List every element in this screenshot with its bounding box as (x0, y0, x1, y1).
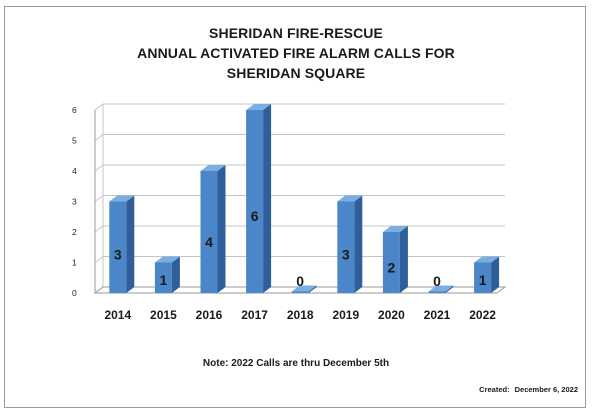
data-label: 3 (342, 247, 350, 263)
bar (337, 195, 363, 293)
gridline-depth (94, 225, 104, 233)
gridline-depth (94, 134, 104, 141)
x-tick-label: 2019 (332, 308, 359, 322)
x-tick-label: 2022 (469, 308, 496, 322)
chart-floor (93, 286, 507, 294)
bar (428, 285, 454, 293)
data-label: 0 (433, 273, 441, 289)
data-label: 1 (160, 272, 168, 288)
y-tick-label: 6 (72, 105, 77, 115)
gridline-depth (94, 103, 104, 111)
x-tick-label: 2016 (196, 308, 223, 322)
x-tick-label: 2018 (287, 308, 314, 322)
chart-title-line-3: SHERIDAN SQUARE (226, 65, 366, 81)
chart-title-line-1: SHERIDAN FIRE-RESCUE (209, 25, 383, 41)
bar (474, 256, 500, 293)
x-tick-label: 2017 (241, 308, 268, 322)
gridline-depth (94, 164, 104, 172)
data-label: 3 (114, 247, 122, 263)
created-stamp: Created: December 6, 2022 (479, 385, 578, 394)
data-label: 6 (251, 208, 259, 224)
data-label: 0 (296, 273, 304, 289)
gridline-depth (94, 195, 104, 202)
chart-title-line-2: ANNUAL ACTIVATED FIRE ALARM CALLS FOR (137, 45, 455, 61)
y-tick-label: 0 (72, 288, 77, 298)
y-tick-label: 1 (72, 258, 77, 268)
footnote: Note: 2022 Calls are thru December 5th (202, 358, 390, 369)
data-label: 4 (205, 234, 213, 250)
x-tick-label: 2021 (424, 308, 451, 322)
data-label: 1 (479, 272, 487, 288)
bars-layer (109, 104, 500, 293)
created-label: Created: (479, 385, 510, 394)
bar (246, 104, 272, 293)
y-tick-label: 4 (72, 166, 77, 176)
gridline-depth (94, 256, 104, 263)
y-tick-label: 2 (72, 227, 77, 237)
x-tick-label: 2020 (378, 308, 405, 322)
bar (200, 165, 226, 293)
labels-layer: 3 1 4 6 0 3 2 0 1 (114, 208, 487, 289)
y-tick-label: 3 (72, 197, 77, 207)
bar (382, 226, 408, 293)
created-date: December 6, 2022 (514, 385, 578, 394)
bar (154, 256, 180, 293)
data-label: 2 (388, 259, 396, 275)
bar (109, 195, 135, 293)
chart-border (4, 6, 586, 408)
x-tick-label: 2014 (104, 308, 131, 322)
bar (291, 285, 317, 293)
x-tick-label: 2015 (150, 308, 177, 322)
y-tick-label: 5 (72, 136, 77, 146)
